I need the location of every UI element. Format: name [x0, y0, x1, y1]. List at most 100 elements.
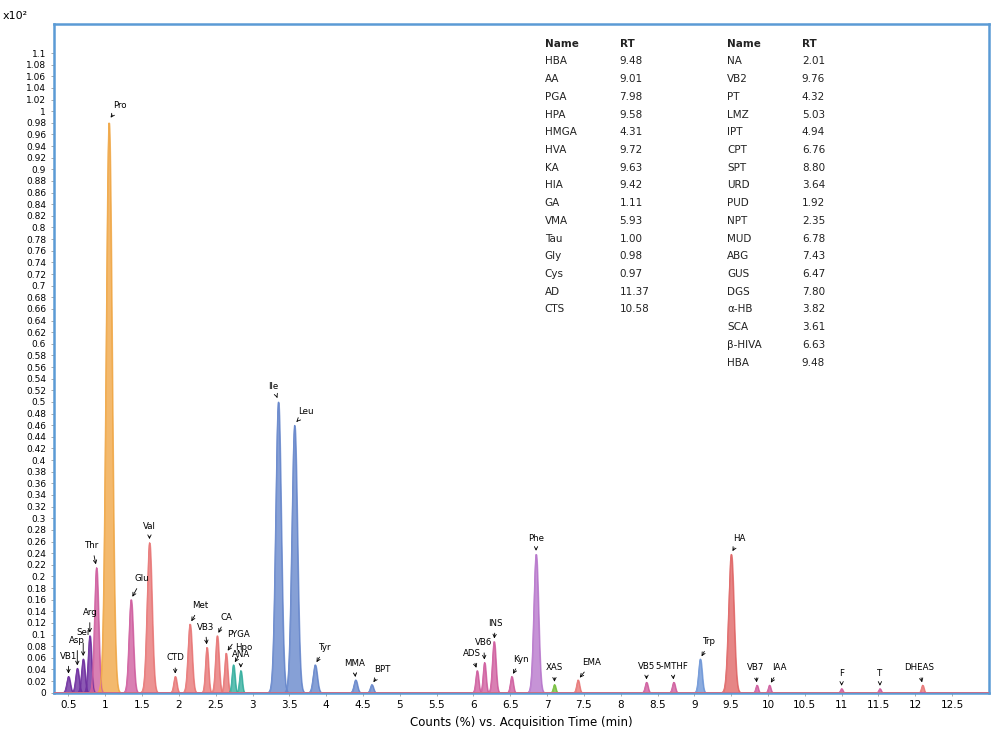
Text: LMZ: LMZ [727, 110, 749, 120]
Text: 8.80: 8.80 [802, 163, 825, 172]
Text: VB3: VB3 [197, 622, 214, 643]
Text: 6.63: 6.63 [802, 340, 825, 350]
Text: 9.63: 9.63 [620, 163, 643, 172]
Text: 4.31: 4.31 [620, 127, 643, 138]
Text: 9.72: 9.72 [620, 145, 643, 155]
Text: 1.11: 1.11 [620, 198, 643, 208]
Text: 3.64: 3.64 [802, 181, 825, 190]
Text: 5.03: 5.03 [802, 110, 825, 120]
Text: MUD: MUD [727, 234, 751, 243]
Text: Gly: Gly [545, 252, 562, 261]
Text: Ile: Ile [268, 383, 278, 397]
Text: Pro: Pro [111, 101, 126, 117]
Text: 10.58: 10.58 [620, 304, 649, 314]
Text: PT: PT [727, 92, 740, 102]
Text: α-HB: α-HB [727, 304, 753, 314]
Text: 2.01: 2.01 [802, 56, 825, 67]
Text: Kyn: Kyn [513, 655, 529, 673]
Text: 9.48: 9.48 [620, 56, 643, 67]
Text: PGA: PGA [545, 92, 566, 102]
Text: NA: NA [727, 56, 742, 67]
Text: 3.61: 3.61 [802, 322, 825, 332]
Text: KA: KA [545, 163, 558, 172]
Text: 5-MTHF: 5-MTHF [656, 662, 689, 679]
Text: 11.37: 11.37 [620, 287, 649, 297]
Text: HVA: HVA [545, 145, 566, 155]
Text: x10²: x10² [2, 10, 27, 21]
Text: 4.32: 4.32 [802, 92, 825, 102]
Text: CTS: CTS [545, 304, 565, 314]
Text: 5.93: 5.93 [620, 216, 643, 226]
Text: GUS: GUS [727, 269, 749, 279]
Text: 7.98: 7.98 [620, 92, 643, 102]
Text: 3.82: 3.82 [802, 304, 825, 314]
Text: 4.94: 4.94 [802, 127, 825, 138]
Text: ADS: ADS [463, 649, 481, 667]
Text: Name: Name [545, 38, 579, 49]
Text: VB1: VB1 [60, 652, 77, 673]
Text: HMGA: HMGA [545, 127, 577, 138]
Text: ANA: ANA [232, 650, 250, 667]
Text: PYGA: PYGA [228, 630, 250, 650]
Text: URD: URD [727, 181, 750, 190]
Text: F: F [839, 669, 844, 685]
Text: 6.47: 6.47 [802, 269, 825, 279]
Text: VB6: VB6 [475, 639, 492, 659]
Text: Name: Name [727, 38, 761, 49]
Text: 6.78: 6.78 [802, 234, 825, 243]
Text: VB5: VB5 [638, 662, 655, 679]
Text: ABG: ABG [727, 252, 749, 261]
Text: Trp: Trp [702, 637, 716, 656]
Text: 1.00: 1.00 [620, 234, 643, 243]
Text: XAS: XAS [546, 663, 563, 681]
Text: 0.98: 0.98 [620, 252, 643, 261]
Text: Asp: Asp [69, 636, 85, 665]
Text: DGS: DGS [727, 287, 750, 297]
Text: Phe: Phe [528, 534, 544, 550]
Text: Val: Val [143, 522, 156, 538]
Text: VMA: VMA [545, 216, 568, 226]
Text: INS: INS [488, 619, 503, 638]
Text: T: T [877, 669, 883, 685]
Text: Hpo: Hpo [235, 643, 252, 662]
Text: 1.92: 1.92 [802, 198, 825, 208]
Text: 0.97: 0.97 [620, 269, 643, 279]
Text: RT: RT [620, 38, 634, 49]
Text: HIA: HIA [545, 181, 563, 190]
Text: SPT: SPT [727, 163, 746, 172]
Text: Cys: Cys [545, 269, 564, 279]
Text: SCA: SCA [727, 322, 748, 332]
Text: Leu: Leu [297, 408, 314, 421]
Text: Met: Met [192, 601, 208, 621]
Text: AD: AD [545, 287, 560, 297]
Text: HPA: HPA [545, 110, 565, 120]
Text: β-HIVA: β-HIVA [727, 340, 762, 350]
Text: RT: RT [802, 38, 817, 49]
Text: AA: AA [545, 74, 559, 84]
Text: 7.43: 7.43 [802, 252, 825, 261]
Text: EMA: EMA [580, 658, 601, 677]
Text: NPT: NPT [727, 216, 747, 226]
Text: CTD: CTD [166, 653, 184, 673]
Text: Tyr: Tyr [317, 643, 331, 662]
Text: GA: GA [545, 198, 560, 208]
X-axis label: Counts (%) vs. Acquisition Time (min): Counts (%) vs. Acquisition Time (min) [410, 716, 633, 729]
Text: Arg: Arg [82, 608, 97, 632]
Text: HBA: HBA [727, 357, 749, 368]
Text: 9.01: 9.01 [620, 74, 643, 84]
Text: Thr: Thr [85, 541, 99, 563]
Text: VB7: VB7 [747, 663, 764, 682]
Text: 6.76: 6.76 [802, 145, 825, 155]
Text: VB2: VB2 [727, 74, 748, 84]
Text: BPT: BPT [374, 665, 390, 682]
Text: DHEAS: DHEAS [904, 663, 934, 682]
Text: 2.35: 2.35 [802, 216, 825, 226]
Text: 9.48: 9.48 [802, 357, 825, 368]
Text: Glu: Glu [133, 574, 149, 596]
Text: CPT: CPT [727, 145, 747, 155]
Text: Ser: Ser [76, 628, 90, 655]
Text: PUD: PUD [727, 198, 749, 208]
Text: HBA: HBA [545, 56, 567, 67]
Text: 7.80: 7.80 [802, 287, 825, 297]
Text: Tau: Tau [545, 234, 562, 243]
